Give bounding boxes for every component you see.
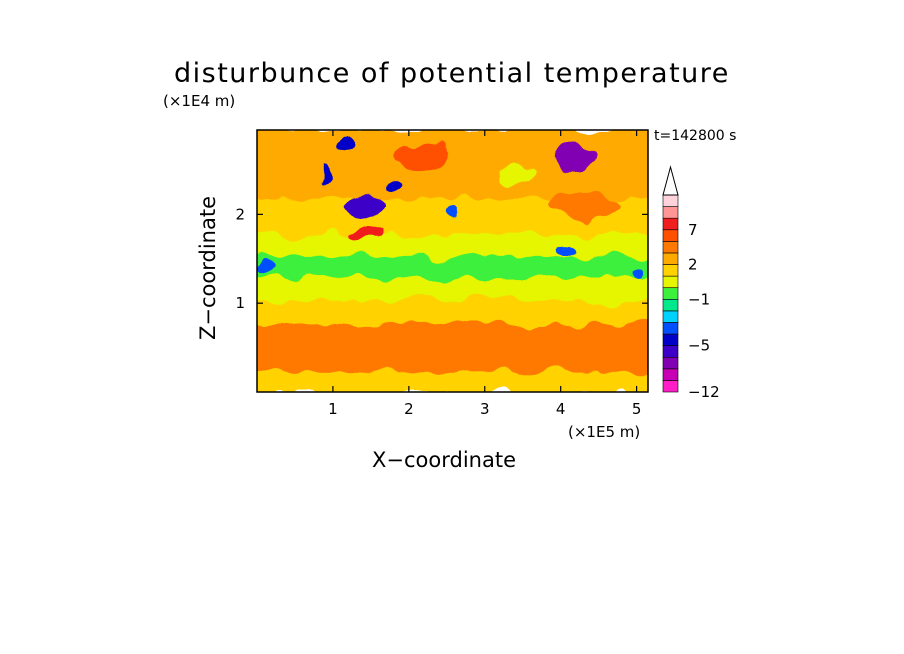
colorbar-swatch-7 <box>662 298 679 312</box>
y-tick-label-0: 1 <box>235 294 245 312</box>
colorbar-swatch-1 <box>662 368 679 381</box>
heatmap-field <box>257 130 648 392</box>
heatmap-blob-12 <box>393 143 455 170</box>
x-axis-unit: (×1E5 m) <box>568 423 641 441</box>
heatmap-blob-9 <box>348 196 387 215</box>
colorbar-swatch-6 <box>662 310 679 323</box>
colorbar-extend-arrow <box>662 165 679 196</box>
heatmap-blob-22 <box>492 165 538 184</box>
colorbar-label-2: −1 <box>688 290 710 308</box>
heatmap-band-2 <box>257 296 648 323</box>
colorbar-swatch-14 <box>662 217 679 231</box>
colorbar-label-0: −12 <box>688 383 720 401</box>
colorbar-swatch-9 <box>662 275 679 289</box>
colorbar-label-1: −5 <box>688 337 710 355</box>
x-tick-label-2: 3 <box>480 400 490 418</box>
heatmap-band-4 <box>257 252 648 279</box>
heatmap-blob-13 <box>549 190 618 221</box>
colorbar-swatch-0 <box>662 380 679 393</box>
heatmap-band-3 <box>257 274 648 301</box>
heatmap-blob-21 <box>537 340 630 364</box>
heatmap-band-0 <box>257 367 648 392</box>
heatmap-band-5 <box>257 230 648 257</box>
x-tick-label-4: 5 <box>632 400 642 418</box>
heatmap-blob-17 <box>446 203 462 217</box>
heatmap-blob-15 <box>320 165 331 184</box>
x-axis-ticks: 1 2 3 4 5 <box>328 130 641 418</box>
colorbar-label-3: 2 <box>688 256 698 274</box>
heatmap-blob-11 <box>348 225 387 240</box>
y-tick-label-1: 2 <box>235 205 245 223</box>
heatmap-blob-19 <box>630 265 643 279</box>
heatmap-blob-8 <box>549 141 595 172</box>
chart-title: disturbunce of potential temperature <box>174 58 730 89</box>
x-tick-label-1: 2 <box>404 400 414 418</box>
x-tick-label-0: 1 <box>328 400 338 418</box>
colorbar: −12−5−127 <box>662 165 720 401</box>
colorbar-label-4: 7 <box>688 221 698 239</box>
colorbar-swatch-4 <box>662 333 679 346</box>
plot-frame <box>256 129 649 393</box>
time-label: t=142800 s <box>654 128 737 144</box>
colorbar-swatch-5 <box>662 322 679 335</box>
x-tick-label-3: 4 <box>556 400 566 418</box>
colorbar-swatch-8 <box>662 287 679 300</box>
heatmap-blob-16 <box>382 177 398 190</box>
heatmap-blob-10 <box>338 134 358 153</box>
colorbar-swatch-12 <box>662 241 679 254</box>
colorbar-swatch-13 <box>662 229 679 242</box>
colorbar-swatch-11 <box>662 252 679 265</box>
heatmap-band-7 <box>257 130 648 199</box>
heatmap-blob-18 <box>257 261 274 274</box>
colorbar-swatch-2 <box>662 356 679 370</box>
heatmap-blob-20 <box>408 326 500 352</box>
z-axis-unit: (×1E4 m) <box>163 92 236 110</box>
colorbar-swatch-15 <box>662 206 679 219</box>
x-axis-label: X−coordinate <box>372 448 516 472</box>
colorbar-swatch-3 <box>662 345 679 358</box>
colorbar-swatch-10 <box>662 264 679 277</box>
heatmap-blob-14 <box>556 244 580 256</box>
y-axis-ticks: 12 <box>235 205 648 312</box>
colorbar-swatch-16 <box>662 194 679 207</box>
